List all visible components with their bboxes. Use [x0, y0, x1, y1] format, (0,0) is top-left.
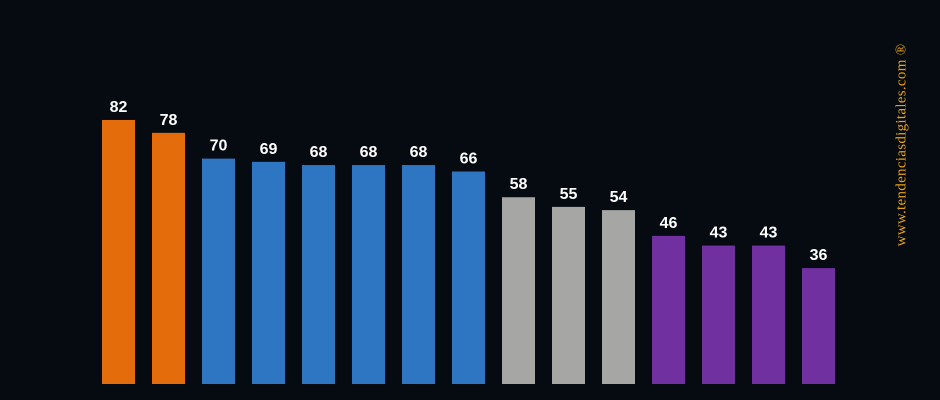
- bar-3: [202, 158, 235, 384]
- data-label-13: 43: [710, 225, 728, 242]
- bar-5: [302, 165, 335, 384]
- bar-2: [152, 132, 185, 384]
- data-label-1: 82: [110, 99, 128, 116]
- bar-14: [752, 245, 785, 384]
- bar-12: [652, 235, 685, 384]
- data-label-7: 68: [410, 144, 428, 161]
- bar-7: [402, 165, 435, 384]
- data-label-6: 68: [360, 144, 378, 161]
- bar-11: [602, 210, 635, 384]
- bar-10: [552, 206, 585, 384]
- watermark-text: www.tendenciasdigitales.com ®: [893, 43, 910, 247]
- bar-6: [352, 165, 385, 384]
- data-labels-group: 82 78 70 69 68 68 68 66 58 55 54 46 43 43 36: [110, 99, 828, 264]
- bar-15: [802, 268, 835, 384]
- data-label-14: 43: [760, 225, 778, 242]
- data-label-11: 54: [610, 189, 628, 206]
- bar-13: [702, 245, 735, 384]
- data-label-4: 69: [260, 141, 278, 158]
- bar-1: [102, 119, 135, 385]
- bar-9: [502, 197, 535, 384]
- data-label-8: 66: [460, 150, 478, 167]
- bar-8: [452, 171, 485, 384]
- bar-4: [252, 161, 285, 384]
- bars-group: [102, 119, 835, 385]
- data-label-10: 55: [560, 186, 578, 203]
- data-label-15: 36: [810, 247, 828, 264]
- data-label-2: 78: [160, 112, 178, 129]
- data-label-5: 68: [310, 144, 328, 161]
- data-label-3: 70: [210, 138, 228, 155]
- data-label-12: 46: [660, 215, 678, 232]
- data-label-9: 58: [510, 176, 528, 193]
